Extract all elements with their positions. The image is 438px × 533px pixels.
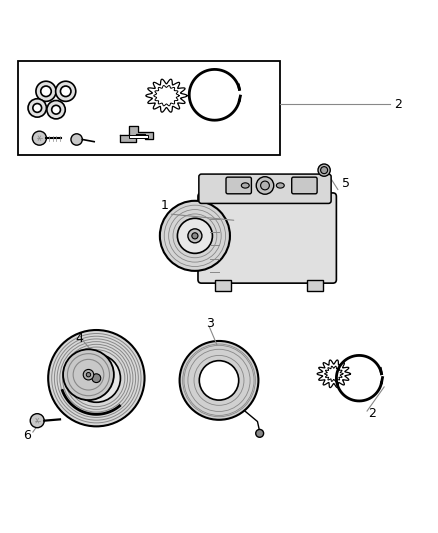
Ellipse shape — [241, 183, 249, 188]
FancyBboxPatch shape — [226, 177, 251, 194]
Text: 2: 2 — [394, 98, 402, 111]
Circle shape — [47, 101, 65, 119]
Bar — [129, 135, 148, 138]
Circle shape — [41, 86, 51, 96]
Bar — [18, 61, 280, 155]
Circle shape — [256, 177, 274, 194]
FancyBboxPatch shape — [198, 193, 336, 283]
Circle shape — [318, 164, 330, 176]
Circle shape — [87, 368, 106, 388]
Circle shape — [36, 81, 56, 101]
Text: 5: 5 — [342, 177, 350, 190]
Text: 3: 3 — [206, 317, 214, 330]
Circle shape — [188, 229, 202, 243]
Circle shape — [180, 341, 258, 420]
Circle shape — [199, 361, 239, 400]
Circle shape — [52, 106, 60, 114]
Bar — [307, 280, 323, 290]
Text: 2: 2 — [368, 407, 376, 419]
Bar — [215, 280, 231, 290]
Circle shape — [83, 369, 94, 380]
Circle shape — [28, 99, 46, 117]
Circle shape — [33, 103, 42, 112]
FancyBboxPatch shape — [199, 174, 331, 204]
Text: 4: 4 — [75, 332, 83, 345]
Circle shape — [192, 233, 198, 239]
Circle shape — [160, 201, 230, 271]
Circle shape — [63, 349, 114, 400]
Circle shape — [321, 167, 328, 174]
Circle shape — [56, 81, 76, 101]
Circle shape — [92, 374, 101, 383]
Text: 6: 6 — [23, 429, 31, 442]
Polygon shape — [120, 126, 153, 142]
Circle shape — [177, 219, 212, 253]
Circle shape — [72, 354, 120, 402]
Text: 1: 1 — [160, 199, 168, 212]
Circle shape — [30, 414, 44, 427]
Circle shape — [71, 134, 82, 145]
Circle shape — [261, 181, 269, 190]
Circle shape — [48, 330, 145, 426]
Circle shape — [86, 373, 91, 377]
Circle shape — [256, 430, 264, 437]
Circle shape — [60, 86, 71, 96]
FancyBboxPatch shape — [292, 177, 317, 194]
Circle shape — [32, 131, 46, 145]
Ellipse shape — [276, 183, 284, 188]
